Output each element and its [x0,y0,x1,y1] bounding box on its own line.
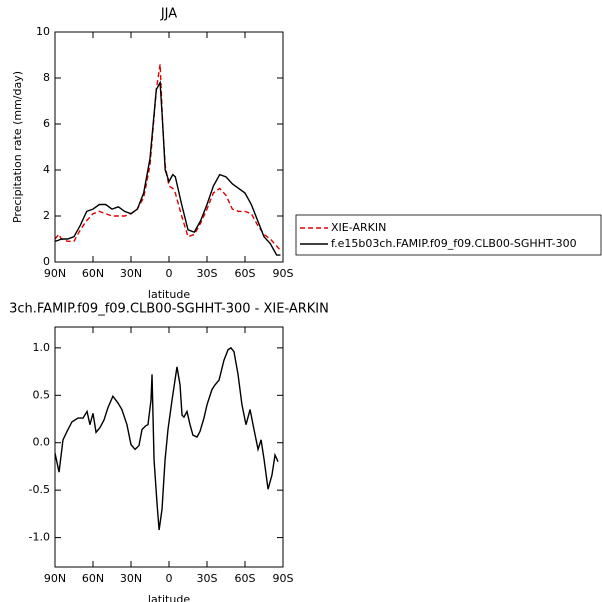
plot-frame [54,31,284,263]
x-tick-label: 90S [273,572,294,585]
x-tick-label: 60N [82,572,104,585]
x-axis-label: latitude [148,593,190,602]
y-tick-label: 10 [36,25,50,38]
y-tick-label: 8 [43,71,50,84]
y-tick-label: 0 [43,255,50,268]
x-tick-label: 30S [197,572,218,585]
x-tick-label: 90N [44,267,66,280]
y-tick-label: -1.0 [29,531,50,544]
x-tick-label: 60N [82,267,104,280]
y-tick-label: 1.0 [33,341,51,354]
x-tick-label: 60S [235,267,256,280]
x-tick-label: 0 [166,572,173,585]
legend-label: f.e15b03ch.FAMIP.f09_f09.CLB00-SGHHT-300 [331,237,577,250]
y-tick-label: 0.5 [33,388,51,401]
x-tick-label: 30S [197,267,218,280]
y-tick-label: 6 [43,117,50,130]
x-tick-label: 90S [273,267,294,280]
x-tick-label: 90N [44,572,66,585]
y-tick-label: 0.0 [33,436,51,449]
chart-title: 3ch.FAMIP.f09_f09.CLB00-SGHHT-300 - XIE-… [9,302,329,317]
y-axis-label: Precipitation rate (mm/day) [11,71,24,223]
y-tick-label: -0.5 [29,483,50,496]
series-line [54,346,279,531]
x-tick-label: 60S [235,572,256,585]
chart-title: JJA [160,7,177,22]
x-tick-label: 0 [166,267,173,280]
x-axis-label: latitude [148,288,190,301]
series-line [54,80,281,256]
series-line [54,64,282,251]
plot-frame [54,326,284,568]
y-tick-label: 4 [43,163,50,176]
legend-box [295,214,602,256]
x-tick-label: 30N [120,267,142,280]
x-tick-label: 30N [120,572,142,585]
y-tick-label: 2 [43,209,50,222]
legend-label: XIE-ARKIN [331,221,386,234]
